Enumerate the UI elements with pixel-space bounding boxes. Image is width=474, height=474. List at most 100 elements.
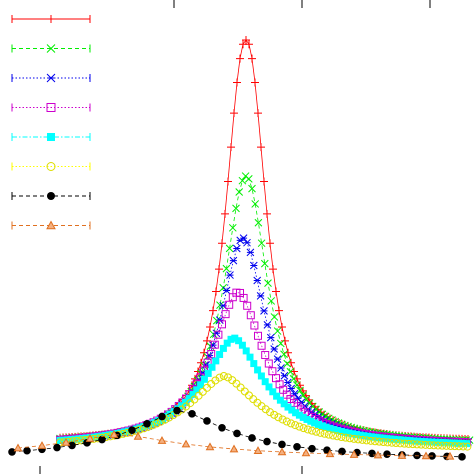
data-point (236, 383, 245, 392)
data-point (273, 392, 281, 400)
data-point (371, 433, 379, 441)
data-point (189, 390, 197, 398)
data-point (210, 340, 219, 349)
data-point (354, 435, 363, 444)
data-point (218, 239, 226, 248)
data-point (181, 439, 191, 448)
data-point (268, 367, 277, 376)
data-point (257, 341, 266, 350)
data-point (218, 320, 226, 329)
data-point (209, 330, 218, 339)
data-point (227, 143, 235, 152)
data-point (278, 440, 286, 449)
data-point (224, 177, 232, 186)
data-point (233, 78, 241, 87)
data-point (235, 188, 244, 196)
legend-entry (11, 220, 91, 230)
data-point (373, 450, 383, 459)
data-point (193, 386, 201, 394)
data-point (238, 176, 247, 185)
data-point (364, 432, 372, 440)
data-point (209, 341, 217, 350)
data-point (368, 433, 376, 441)
legend-marker (46, 44, 56, 53)
data-point (221, 310, 230, 319)
data-point (215, 373, 224, 382)
data-point (280, 371, 289, 380)
data-point (68, 441, 76, 450)
data-point (283, 359, 292, 368)
data-point (94, 433, 102, 441)
data-point (140, 423, 148, 431)
data-point (135, 425, 144, 434)
data-point (360, 432, 368, 440)
data-point (219, 372, 228, 381)
data-point (288, 406, 296, 414)
data-point (299, 413, 307, 421)
data-point (293, 374, 301, 383)
data-point (248, 54, 256, 63)
data-point (392, 439, 400, 448)
data-point (272, 287, 280, 296)
data-point (261, 405, 270, 414)
data-point (379, 438, 388, 447)
data-point (413, 440, 421, 449)
data-point (265, 383, 273, 391)
data-point (216, 350, 224, 358)
data-point (417, 440, 426, 449)
data-point (239, 293, 248, 302)
data-point (301, 448, 311, 457)
data-point (451, 439, 459, 447)
data-point (281, 336, 289, 345)
data-point (222, 286, 231, 295)
data-point (352, 430, 360, 438)
data-point (198, 387, 207, 396)
data-point (266, 408, 274, 417)
data-point (371, 437, 379, 446)
data-point (263, 437, 271, 446)
data-point (250, 360, 258, 368)
data-point (277, 447, 287, 456)
data-point (282, 417, 291, 426)
data-point (205, 442, 215, 451)
plot-area (8, 36, 474, 461)
data-point (246, 248, 255, 257)
data-point (253, 276, 262, 285)
data-point (278, 415, 287, 424)
data-point (128, 426, 136, 434)
data-point (278, 322, 286, 331)
legend-marker (47, 133, 55, 141)
data-point (117, 429, 125, 437)
series (13, 430, 455, 460)
legend-entry (11, 15, 91, 23)
data-point (8, 448, 16, 456)
data-point (200, 375, 208, 383)
legend-marker (47, 192, 55, 200)
data-point (214, 330, 223, 339)
data-point (434, 441, 442, 450)
data-point (383, 438, 392, 447)
data-point (215, 265, 223, 274)
data-point (438, 441, 447, 450)
legend-entry (11, 133, 91, 141)
data-point (358, 435, 367, 444)
data-point (211, 376, 220, 385)
data-point (284, 403, 292, 411)
data-point (53, 443, 61, 452)
data-point (445, 451, 455, 460)
data-point (276, 339, 285, 348)
data-point (394, 436, 402, 444)
data-point (276, 396, 284, 404)
data-point (232, 244, 241, 253)
data-point (209, 306, 217, 315)
legend-marker (46, 103, 56, 112)
data-point (326, 424, 334, 432)
data-point (263, 209, 271, 218)
data-point (350, 434, 358, 443)
data-point (232, 204, 240, 213)
data-point (458, 453, 466, 461)
data-point (396, 439, 405, 448)
data-point (197, 381, 205, 389)
data-point (203, 417, 211, 425)
data-point (455, 439, 463, 447)
